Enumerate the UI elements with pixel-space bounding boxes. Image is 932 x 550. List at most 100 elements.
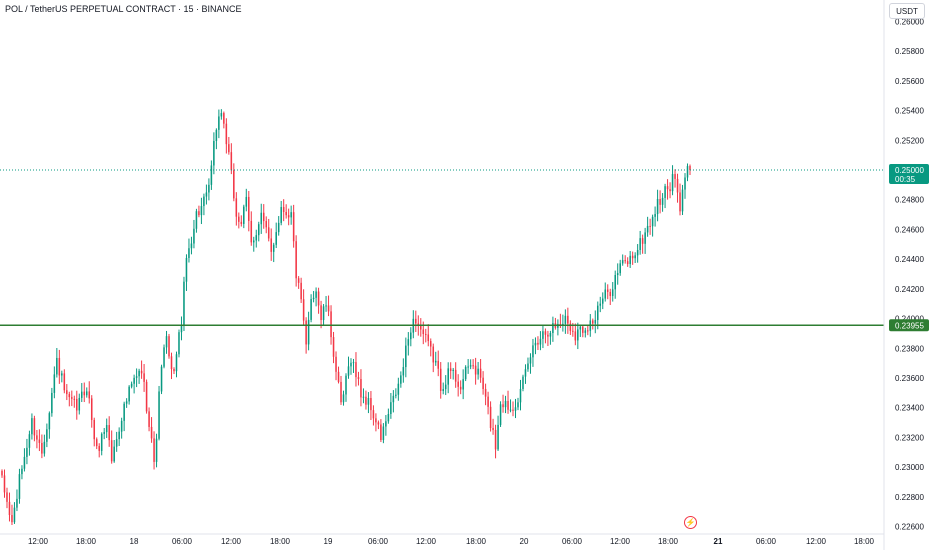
x-tick-label: 18:00 [658,537,679,546]
y-tick-label: 0.23800 [895,344,924,353]
candle-body [180,324,183,333]
candle-body [449,368,452,372]
y-tick-label: 0.22800 [895,493,924,502]
candle-body [267,227,270,239]
candle-body [629,255,631,265]
candle-body [646,225,649,233]
candle-body [287,215,290,218]
candle-body [292,212,295,242]
candle-body [497,424,499,450]
candle-body [507,400,509,410]
candle-body [235,198,238,217]
candle-body [467,366,469,368]
candle-body [300,282,302,300]
candle-body [367,398,370,405]
candle-body [80,391,83,398]
candle-body [322,306,325,321]
candle-body [614,274,616,290]
x-tick-label: 20 [520,537,529,546]
candle-body [275,232,277,245]
candle-body [342,394,345,403]
candle-body [417,323,420,326]
candle-body [260,212,263,225]
countdown-timer: 00:35 [895,175,916,184]
candle-body [43,441,46,454]
candle-body [100,433,103,451]
candle-body [327,305,330,312]
candle-body [140,370,143,374]
candle-body [484,388,487,397]
candle-body [21,468,23,475]
candle-body [502,404,504,408]
candle-body [243,206,245,224]
candle-body [601,298,604,304]
candle-body [280,207,282,223]
candle-body [143,373,145,382]
candle-body [255,235,258,241]
candle-body [250,220,253,243]
y-tick-label: 0.25200 [895,136,924,145]
candle-body [332,337,335,357]
y-tick-label: 0.25600 [895,77,924,86]
candle-body [245,196,248,207]
y-tick-label: 0.24200 [895,285,924,294]
candle-body [402,367,405,376]
candle-body [76,398,78,411]
candle-body [469,365,472,367]
currency-button[interactable]: USDT [889,3,925,19]
candle-body [110,440,113,462]
candle-body [83,391,86,396]
candle-body [564,315,567,324]
candle-body [340,381,342,403]
candle-body [681,189,684,212]
candle-body [185,257,188,282]
candle-body [666,186,669,190]
candle-body [93,419,96,440]
candle-body [444,384,447,390]
candle-body [429,341,432,347]
candle-body [103,432,105,434]
candle-body [639,238,641,251]
candle-body [452,369,454,372]
candle-body [213,140,215,166]
candle-body [36,435,38,440]
candle-body [320,305,322,321]
candle-body [215,129,218,141]
candle-body [23,456,26,469]
candle-body [567,315,569,324]
candle-body [158,391,160,439]
y-tick-label: 0.24600 [895,225,924,234]
candle-body [33,418,36,436]
candle-body [335,356,337,372]
candle-body [395,394,397,396]
candle-body [130,383,133,387]
candle-body [626,261,629,265]
candle-body [482,377,484,389]
candle-body [270,238,272,252]
candle-body [315,291,317,298]
candle-body [118,431,120,440]
candle-body [138,370,140,377]
y-tick-label: 0.24800 [895,196,924,205]
x-tick-label: 06:00 [562,537,583,546]
candle-body [562,323,564,325]
candle-body [437,360,440,369]
candle-body [355,362,357,378]
candle-body [95,439,98,447]
lightning-icon[interactable]: ⚡ [684,516,697,529]
candle-body [28,434,31,448]
candle-body [252,240,255,243]
level-price-tag [889,319,929,332]
candle-body [66,390,68,395]
candle-body [686,166,689,178]
candle-body [233,170,235,199]
x-tick-label: 18:00 [76,537,97,546]
candle-body [420,325,422,330]
candle-body [464,366,467,380]
candle-body [31,418,33,435]
candle-body [542,331,544,339]
candle-body [6,492,8,502]
candle-body [46,429,48,442]
